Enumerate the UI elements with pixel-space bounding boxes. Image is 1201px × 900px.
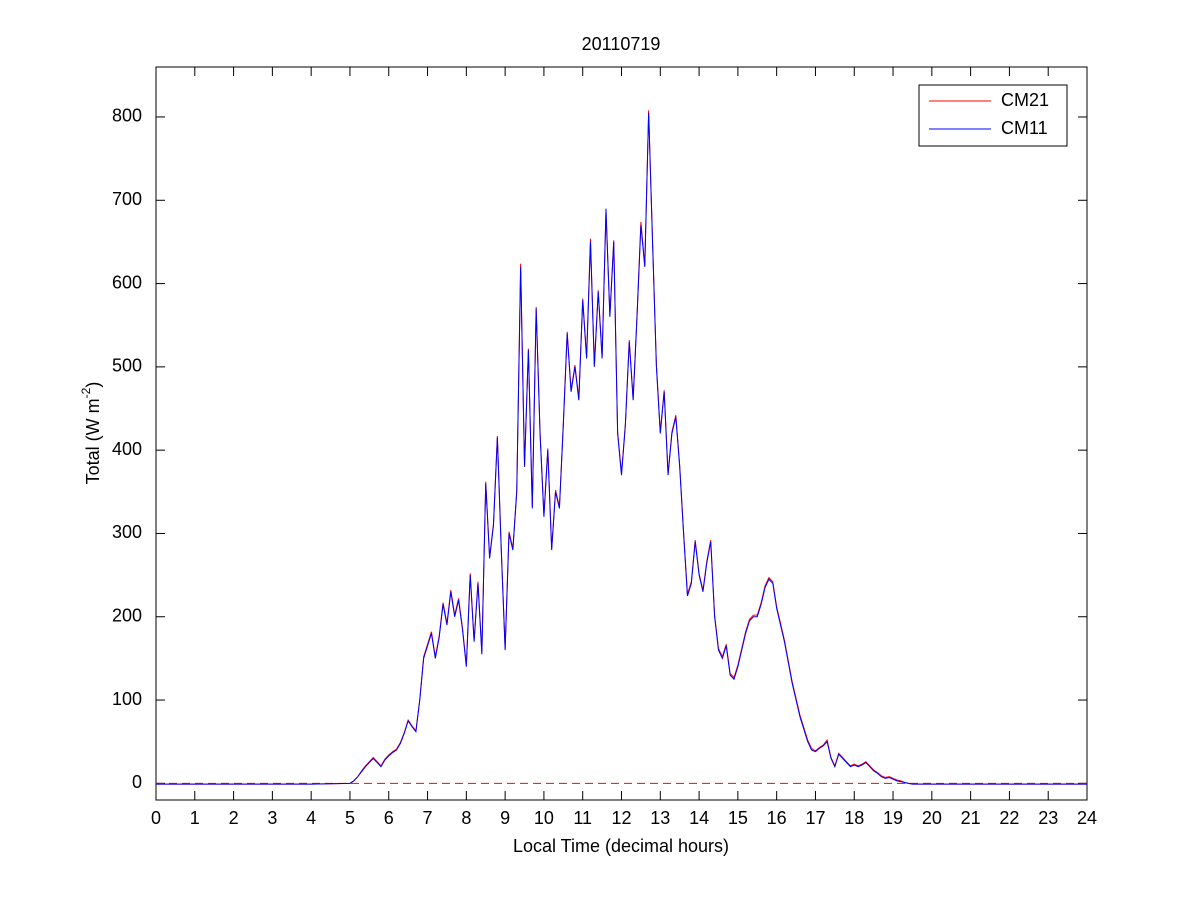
legend-label: CM11 [1001,118,1048,138]
y-axis-label-end: ) [83,382,103,388]
x-tick-label: 9 [500,808,510,828]
y-axis-label-main: Total (W m [83,398,103,484]
x-tick-label: 4 [306,808,316,828]
y-tick-label: 700 [112,189,142,209]
legend-box [918,84,1068,147]
x-axis-label: Local Time (decimal hours) [513,836,729,856]
x-tick-label: 18 [844,808,864,828]
x-tick-label: 14 [689,808,709,828]
y-axis-label: Total (W m-2) [79,382,103,485]
chart-title: 20110719 [582,34,661,54]
y-tick-label: 300 [112,522,142,542]
plot-area [155,66,1088,801]
x-tick-label: 24 [1077,808,1097,828]
x-tick-label: 12 [611,808,631,828]
x-tick-label: 19 [883,808,903,828]
x-tick-label: 1 [190,808,200,828]
x-tick-label: 7 [423,808,433,828]
series-line [156,112,1087,785]
y-tick-label: 500 [112,356,142,376]
y-axis-label-sup: -2 [79,387,93,398]
x-tick-label: 3 [267,808,277,828]
x-tick-label: 6 [384,808,394,828]
x-tick-label: 0 [151,808,161,828]
x-tick-label: 21 [961,808,981,828]
x-tick-label: 8 [461,808,471,828]
x-tick-label: 20 [922,808,942,828]
x-tick-label: 23 [1038,808,1058,828]
y-tick-label: 200 [112,606,142,626]
x-tick-label: 5 [345,808,355,828]
y-tick-label: 400 [112,439,142,459]
x-tick-label: 22 [999,808,1019,828]
legend-label: CM21 [1001,90,1049,110]
x-tick-label: 11 [573,808,592,828]
y-tick-label: 100 [112,689,142,709]
x-tick-label: 13 [650,808,670,828]
y-tick-label: 800 [112,106,142,126]
x-tick-label: 10 [534,808,554,828]
x-tick-label: 17 [805,808,825,828]
y-tick-label: 0 [132,772,142,792]
y-tick-label: 600 [112,272,142,292]
x-tick-label: 16 [767,808,787,828]
x-tick-label: 15 [728,808,748,828]
x-tick-label: 2 [229,808,239,828]
